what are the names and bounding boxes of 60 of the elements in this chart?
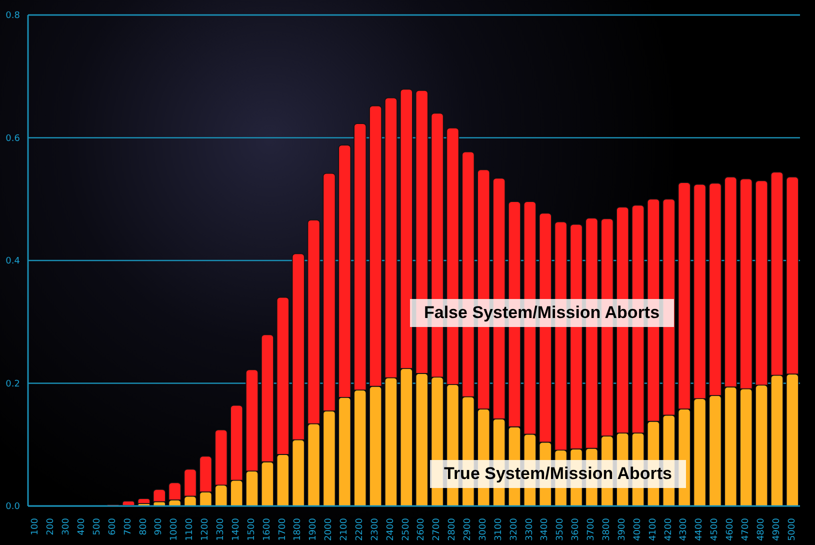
x-tick-label: 800 bbox=[138, 518, 149, 536]
x-tick-label: 1400 bbox=[231, 518, 242, 541]
x-tick-label: 2500 bbox=[401, 518, 412, 541]
x-tick-label: 4100 bbox=[648, 518, 658, 541]
x-tick-label: 2000 bbox=[324, 518, 334, 541]
y-tick-label: 0.6 bbox=[6, 134, 20, 144]
x-tick-label: 5000 bbox=[787, 518, 798, 541]
x-tick-label: 1800 bbox=[293, 518, 304, 541]
x-tick-label: 3300 bbox=[524, 518, 535, 541]
x-tick-label: 1600 bbox=[262, 518, 272, 541]
x-tick-label: 900 bbox=[154, 518, 164, 536]
x-tick-label: 4900 bbox=[772, 518, 782, 541]
series-label: False System/Mission Aborts bbox=[410, 298, 674, 327]
x-tick-label: 2300 bbox=[370, 518, 380, 541]
x-tick-label: 400 bbox=[77, 518, 88, 536]
x-tick-label: 1700 bbox=[278, 518, 288, 541]
x-tick-label: 600 bbox=[108, 518, 118, 536]
x-tick-label: 2600 bbox=[416, 518, 427, 541]
y-tick-label: 0.8 bbox=[6, 11, 20, 22]
x-tick-label: 300 bbox=[62, 518, 72, 536]
x-tick-label: 2900 bbox=[463, 518, 474, 541]
x-tick-label: 2800 bbox=[448, 518, 458, 541]
x-tick-label: 3100 bbox=[494, 518, 504, 541]
x-tick-label: 2700 bbox=[432, 518, 442, 541]
x-tick-label: 3500 bbox=[556, 518, 566, 541]
x-tick-label: 4500 bbox=[710, 518, 720, 541]
x-tick-label: 4400 bbox=[694, 518, 705, 541]
x-tick-label: 4000 bbox=[632, 518, 643, 541]
x-tick-label: 500 bbox=[92, 518, 102, 536]
x-tick-label: 4700 bbox=[740, 518, 751, 541]
x-tick-label: 3400 bbox=[540, 518, 550, 541]
y-tick-label: 0.4 bbox=[6, 256, 20, 267]
x-tick-label: 1900 bbox=[308, 518, 319, 541]
x-tick-label: 1200 bbox=[200, 518, 211, 541]
x-tick-label: 200 bbox=[46, 518, 56, 536]
x-tick-label: 4300 bbox=[679, 518, 690, 541]
x-tick-label: 100 bbox=[30, 518, 41, 536]
x-tick-label: 4800 bbox=[756, 518, 766, 541]
x-tick-label: 1100 bbox=[185, 518, 196, 541]
x-tick-label: 3200 bbox=[509, 518, 520, 541]
x-tick-label: 1300 bbox=[216, 518, 226, 541]
bar bbox=[152, 489, 166, 502]
x-tick-label: 3900 bbox=[617, 518, 628, 541]
x-tick-label: 1000 bbox=[170, 518, 180, 541]
x-tick-label: 2100 bbox=[340, 518, 350, 541]
x-tick-label: 3800 bbox=[602, 518, 612, 541]
x-tick-label: 1500 bbox=[246, 518, 257, 541]
x-tick-label: 2400 bbox=[386, 518, 396, 541]
x-tick-label: 4200 bbox=[664, 518, 674, 541]
x-tick-label: 4600 bbox=[726, 518, 736, 541]
x-tick-label: 3600 bbox=[571, 518, 582, 541]
x-tick-label: 700 bbox=[123, 518, 134, 536]
y-tick-label: 0.0 bbox=[6, 502, 20, 512]
x-tick-label: 2200 bbox=[354, 518, 365, 541]
series-label: True System/Mission Aborts bbox=[430, 460, 686, 488]
y-tick-label: 0.2 bbox=[6, 379, 20, 390]
bar bbox=[138, 498, 150, 504]
bar bbox=[122, 500, 135, 506]
x-tick-label: 3700 bbox=[586, 518, 597, 541]
x-tick-label: 3000 bbox=[478, 518, 488, 541]
